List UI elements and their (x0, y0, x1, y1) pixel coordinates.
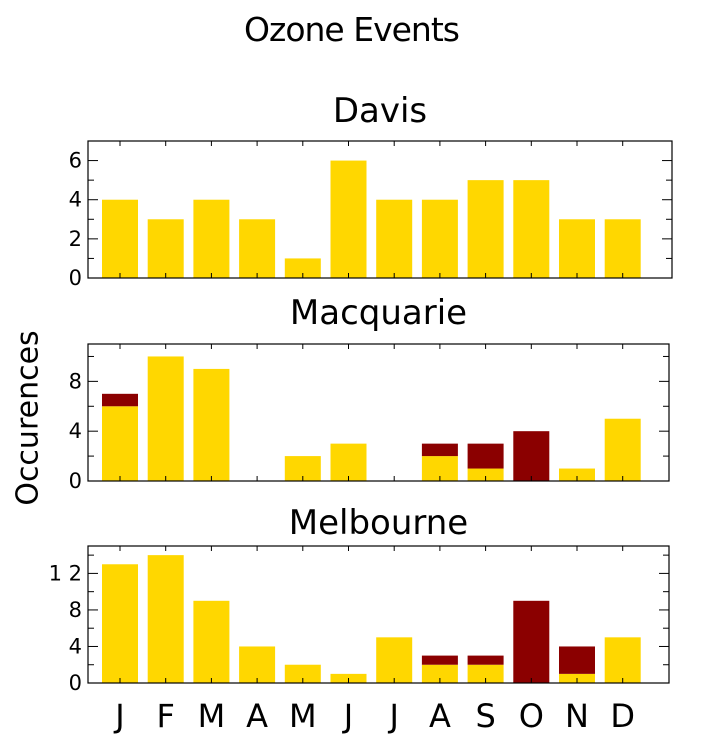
panel-title: Macquarie (290, 293, 467, 333)
x-tick-label: M (198, 697, 226, 735)
y-tick-label: 4 (69, 419, 82, 443)
bar-melbourne-8-s0 (467, 664, 504, 683)
x-tick-label: J (387, 697, 398, 735)
bar-davis-6-s0 (376, 199, 413, 278)
x-tick-label: M (289, 697, 317, 735)
bar-davis-7-s0 (421, 199, 458, 278)
bar-davis-5-s0 (330, 160, 367, 278)
panel-0: Davis 0 2 4 6 (69, 91, 673, 290)
y-tick-label: 4 (69, 634, 82, 658)
bar-macquarie-0-s0 (102, 406, 138, 481)
x-tick-label: A (429, 697, 451, 735)
panel-1: Macquarie 0 4 8 (69, 293, 670, 493)
bar-davis-11-s0 (604, 219, 641, 278)
x-tick-label: J (342, 697, 353, 735)
bar-davis-1-s0 (147, 219, 184, 278)
bar-macquarie-10-s0 (559, 468, 595, 481)
plot-frame (87, 545, 670, 684)
panel-title: Davis (333, 91, 427, 131)
x-tick-label: N (565, 697, 589, 735)
bar-davis-9-s0 (513, 180, 550, 278)
bar-davis-3-s0 (239, 219, 276, 278)
y-tick-label: 4 (69, 188, 82, 212)
y-tick-label: 2 (69, 227, 82, 251)
bar-macquarie-8-s0 (467, 468, 504, 481)
x-tick-label: J (113, 697, 124, 735)
bar-macquarie-0-s1 (102, 393, 138, 407)
bar-melbourne-2-s0 (193, 600, 230, 683)
bar-melbourne-0-s0 (102, 564, 138, 683)
figure-title: Ozone Events (244, 10, 460, 49)
bar-macquarie-2-s0 (193, 368, 230, 481)
bar-melbourne-6-s0 (376, 637, 413, 683)
y-tick-label: 0 (69, 266, 82, 290)
bar-davis-4-s0 (284, 258, 321, 278)
bar-melbourne-7-s0 (421, 664, 458, 683)
bar-davis-0-s0 (102, 199, 138, 278)
x-tick-label: A (246, 697, 268, 735)
bar-macquarie-9-s1 (513, 431, 550, 481)
bar-macquarie-1-s0 (147, 356, 184, 481)
y-tick-label: 8 (69, 598, 82, 622)
bar-melbourne-11-s0 (604, 637, 641, 683)
bar-davis-10-s0 (559, 219, 595, 278)
panel-title: Melbourne (289, 503, 468, 543)
bar-melbourne-4-s0 (284, 664, 321, 683)
y-tick-label: 0 (69, 671, 82, 695)
plot-frame (87, 140, 673, 279)
bar-melbourne-3-s0 (239, 646, 276, 683)
x-tick-label: S (475, 697, 495, 735)
y-tick-label: 6 (69, 149, 82, 173)
bar-melbourne-7-s1 (421, 655, 458, 665)
bar-macquarie-7-s1 (421, 443, 458, 457)
bar-macquarie-11-s0 (604, 418, 641, 481)
bar-melbourne-10-s1 (559, 646, 595, 674)
x-tick-label: D (610, 697, 635, 735)
y-tick-label: 1 2 (49, 561, 82, 585)
y-tick-label: 0 (69, 469, 82, 493)
bar-melbourne-9-s1 (513, 600, 550, 683)
plot-frame (87, 343, 670, 482)
x-tick-label: F (156, 697, 174, 735)
bar-macquarie-8-s1 (467, 443, 504, 469)
bar-davis-8-s0 (467, 180, 504, 278)
bar-davis-2-s0 (193, 199, 230, 278)
y-tick-label: 8 (69, 369, 82, 393)
bar-melbourne-8-s1 (467, 655, 504, 665)
bar-macquarie-5-s0 (330, 443, 367, 481)
x-tick-label: O (519, 697, 544, 735)
bar-melbourne-1-s0 (147, 555, 184, 683)
